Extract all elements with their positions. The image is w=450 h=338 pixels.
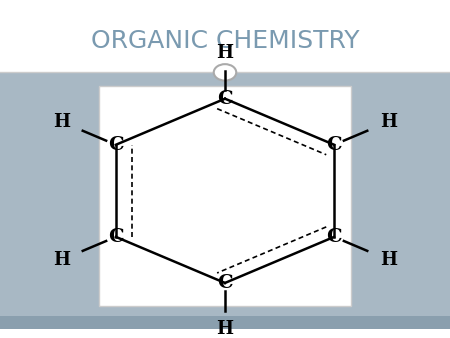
Text: H: H [216, 44, 234, 62]
Text: H: H [380, 113, 397, 131]
Text: C: C [217, 90, 233, 108]
FancyBboxPatch shape [99, 86, 351, 306]
Text: H: H [380, 251, 397, 269]
Text: H: H [53, 113, 70, 131]
Bar [0, 72, 450, 329]
Text: C: C [108, 136, 124, 154]
Bar [0, 316, 450, 329]
Text: ORGANIC CHEMISTRY: ORGANIC CHEMISTRY [91, 29, 359, 53]
Text: C: C [108, 228, 124, 246]
Circle shape [214, 64, 236, 80]
Text: H: H [53, 251, 70, 269]
Text: H: H [216, 320, 234, 338]
Text: C: C [326, 228, 342, 246]
Text: C: C [326, 136, 342, 154]
Bar [0, 0, 450, 72]
Text: C: C [217, 274, 233, 292]
